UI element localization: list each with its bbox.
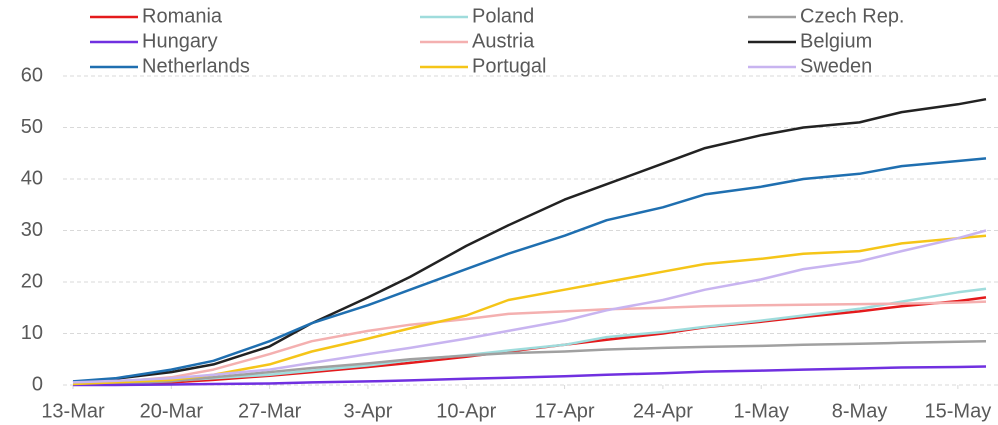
x-tick-label: 3-Apr bbox=[344, 400, 393, 422]
x-tick-label: 8-May bbox=[832, 400, 888, 422]
legend-label: Portugal bbox=[472, 55, 547, 77]
legend-label: Romania bbox=[142, 5, 223, 27]
y-tick-label: 30 bbox=[21, 219, 43, 241]
y-tick-label: 50 bbox=[21, 116, 43, 138]
y-tick-label: 10 bbox=[21, 322, 43, 344]
x-tick-label: 24-Apr bbox=[633, 400, 693, 422]
series-line bbox=[73, 365, 987, 387]
legend-label: Hungary bbox=[142, 30, 218, 52]
legend-label: Poland bbox=[472, 5, 534, 27]
y-tick-label: 60 bbox=[21, 64, 43, 86]
x-tick-label: 10-Apr bbox=[436, 400, 496, 422]
x-tick-label: 17-Apr bbox=[535, 400, 595, 422]
x-tick-label: 1-May bbox=[733, 400, 789, 422]
y-tick-label: 20 bbox=[21, 270, 43, 292]
x-tick-label: 27-Mar bbox=[238, 400, 302, 422]
legend-label: Belgium bbox=[800, 30, 872, 52]
series-line bbox=[72, 287, 987, 386]
legend-label: Austria bbox=[472, 30, 535, 52]
series-line bbox=[72, 339, 987, 386]
series-line bbox=[72, 157, 987, 383]
legend-label: Netherlands bbox=[142, 55, 250, 77]
series-line bbox=[72, 229, 987, 384]
x-tick-label: 20-Mar bbox=[140, 400, 204, 422]
y-tick-label: 0 bbox=[32, 373, 43, 395]
x-tick-label: 15-May bbox=[925, 400, 992, 422]
legend-label: Czech Rep. bbox=[800, 5, 905, 27]
series-line bbox=[72, 97, 987, 384]
x-tick-label: 13-Mar bbox=[41, 400, 105, 422]
y-tick-label: 40 bbox=[21, 167, 43, 189]
legend-label: Sweden bbox=[800, 55, 872, 77]
series-line bbox=[72, 300, 987, 385]
